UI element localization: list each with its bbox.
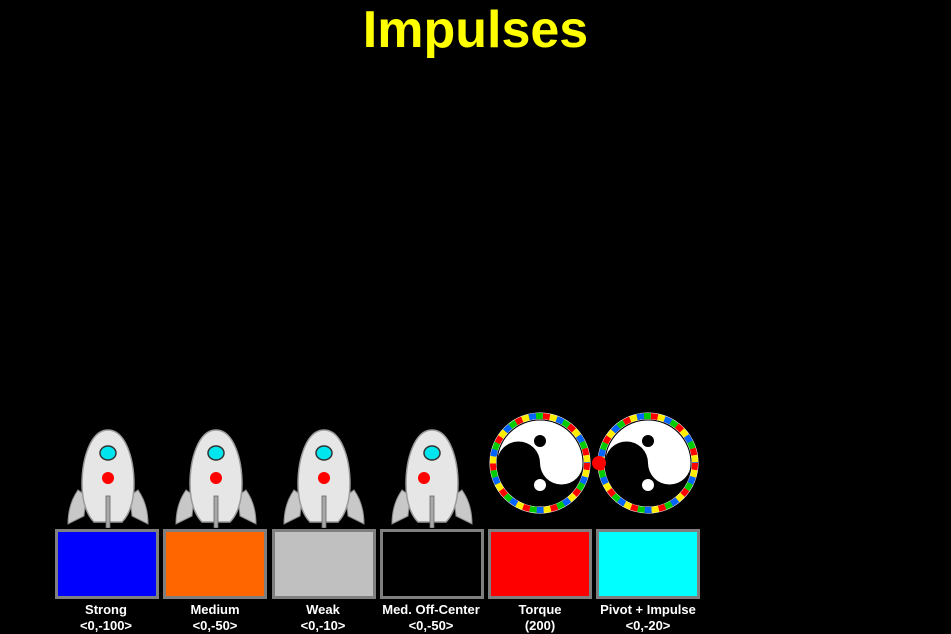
- rocket-weak: [270, 404, 378, 528]
- label-value: (200): [524, 618, 556, 633]
- wheel-torque: [486, 408, 594, 518]
- label-medium[interactable]: Medium <0,-50>: [150, 602, 280, 634]
- label-value: <0,-10>: [300, 618, 346, 633]
- button-pivot-impulse[interactable]: [596, 529, 700, 599]
- pivot-marker: [592, 456, 606, 470]
- button-med-off-center[interactable]: [380, 529, 484, 599]
- button-strong[interactable]: [55, 529, 159, 599]
- label-name: Weak: [306, 602, 340, 617]
- rocket-icon: [175, 429, 257, 528]
- label-value: <0,-100>: [79, 618, 133, 633]
- label-value: <0,-50>: [192, 618, 238, 633]
- label-weak[interactable]: Weak <0,-10>: [258, 602, 388, 634]
- label-pivot-impulse[interactable]: Pivot + Impulse <0,-20>: [583, 602, 713, 634]
- label-med-off-center[interactable]: Med. Off-Center <0,-50>: [366, 602, 496, 634]
- rocket-icon: [67, 429, 149, 528]
- label-value: <0,-20>: [625, 618, 671, 633]
- label-strong[interactable]: Strong <0,-100>: [41, 602, 171, 634]
- rocket-medium: [162, 404, 270, 528]
- label-name: Pivot + Impulse: [600, 602, 696, 617]
- rocket-off-center: [378, 404, 486, 528]
- label-name: Torque: [518, 602, 562, 617]
- label-name: Med. Off-Center: [382, 602, 480, 617]
- label-name: Medium: [190, 602, 240, 617]
- rocket-icon: [283, 429, 365, 528]
- yin-yang-wheel-icon: [489, 412, 591, 514]
- page-title: Impulses: [362, 1, 589, 59]
- rocket-strong: [54, 404, 162, 528]
- button-medium[interactable]: [163, 529, 267, 599]
- label-name: Strong: [85, 602, 127, 617]
- button-torque[interactable]: [488, 529, 592, 599]
- yin-yang-wheel-icon: [597, 412, 699, 514]
- wheel-pivot: [594, 408, 702, 518]
- label-torque[interactable]: Torque (200): [475, 602, 605, 634]
- button-weak[interactable]: [272, 529, 376, 599]
- label-value: <0,-50>: [408, 618, 454, 633]
- rocket-icon: [391, 429, 473, 528]
